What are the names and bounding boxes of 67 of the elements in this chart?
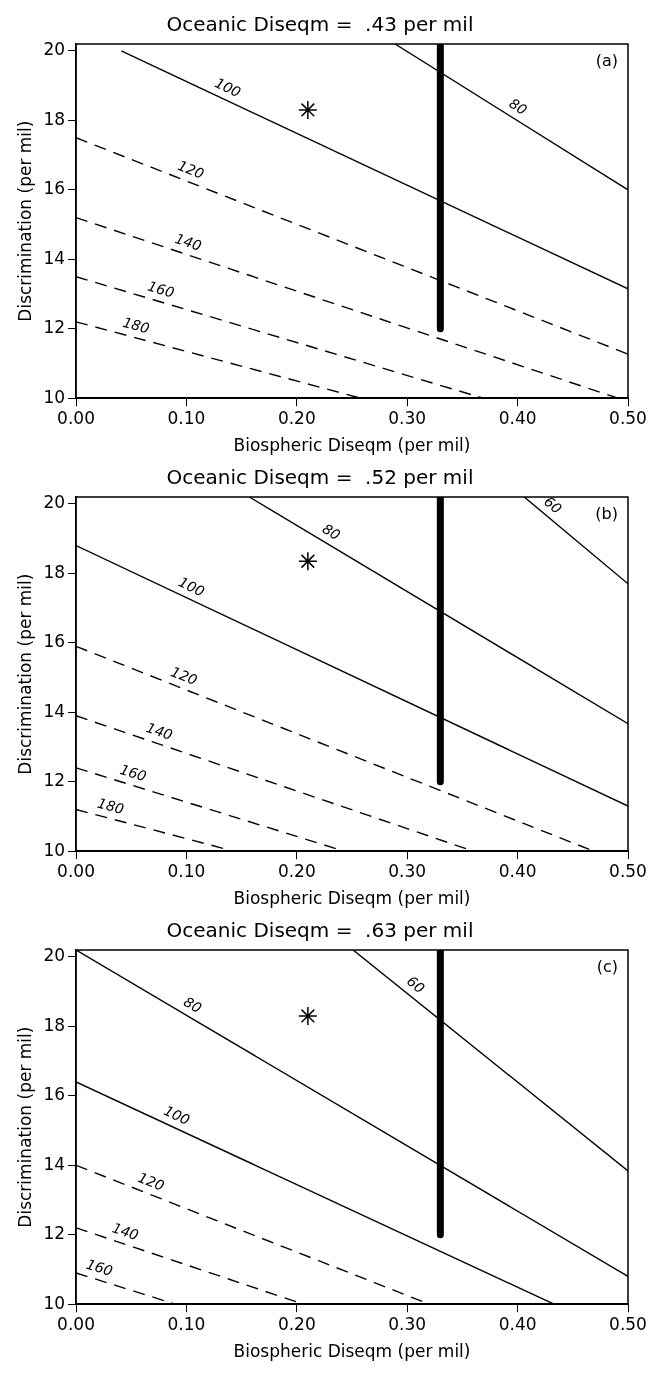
y-tick-label: 16 (43, 178, 66, 199)
y-axis-title: Discrimination (per mil) (14, 120, 35, 322)
x-tick-label: 0.40 (498, 407, 537, 428)
text: 80 (506, 94, 530, 118)
x-axis-title: Biospheric Diseqm (per mil) (233, 1341, 471, 1362)
y-tick-label: 16 (43, 631, 66, 652)
text: 160 (118, 761, 149, 785)
x-tick-label: 0.20 (277, 1313, 316, 1334)
y-tick-label: 18 (43, 108, 66, 129)
x-tick-label: 0.20 (277, 860, 316, 881)
x-tick-label: 0.20 (277, 407, 316, 428)
y-tick-label: 14 (43, 247, 66, 268)
text: 180 (121, 313, 152, 337)
y-tick-label: 18 (43, 561, 66, 582)
text: 140 (110, 1219, 141, 1244)
text: 60 (403, 972, 428, 997)
y-tick-label: 10 (43, 1292, 66, 1313)
x-tick-label: 0.10 (167, 1313, 206, 1334)
x-tick-label: 0.30 (388, 1313, 427, 1334)
x-tick-label: 0.10 (167, 407, 206, 428)
text: 140 (144, 719, 175, 744)
x-tick-label: 0.00 (57, 860, 95, 881)
text: 120 (175, 157, 207, 182)
y-tick-label: 10 (43, 386, 66, 407)
text: 160 (145, 277, 177, 301)
x-tick-label: 0.50 (609, 1313, 647, 1334)
annotation: (c) (596, 957, 618, 977)
annotation: (a) (595, 51, 618, 71)
y-tick-label: 12 (43, 1223, 66, 1244)
y-tick-label: 14 (43, 700, 66, 721)
x-axis-title: Biospheric Diseqm (per mil) (233, 888, 471, 909)
x-tick-label: 0.40 (498, 860, 537, 881)
x-tick-label: 0.00 (57, 1313, 95, 1334)
y-tick-label: 20 (43, 39, 66, 60)
x-tick-label: 0.30 (388, 860, 427, 881)
x-tick-label: 0.50 (609, 860, 647, 881)
text: 100 (176, 573, 208, 600)
y-tick-label: 16 (43, 1084, 66, 1105)
text: 100 (161, 1102, 193, 1129)
text: 120 (135, 1169, 167, 1194)
x-tick-label: 0.10 (167, 860, 206, 881)
chart-title: Oceanic Diseqm = .52 per mil (166, 465, 474, 490)
y-axis-title: Discrimination (per mil) (14, 573, 35, 775)
x-tick-label: 0.50 (609, 407, 647, 428)
text: 180 (95, 794, 126, 818)
text: 60 (540, 493, 565, 517)
y-tick-label: 12 (43, 770, 66, 791)
y-tick-label: 12 (43, 317, 66, 338)
y-axis-title: Discrimination (per mil) (14, 1026, 35, 1228)
text: 120 (168, 663, 200, 689)
x-axis-title: Biospheric Diseqm (per mil) (233, 435, 471, 456)
y-tick-label: 10 (43, 839, 66, 860)
y-tick-label: 18 (43, 1014, 66, 1035)
chart-title: Oceanic Diseqm = .63 per mil (166, 918, 474, 943)
y-tick-label: 20 (43, 492, 66, 513)
x-tick-label: 0.00 (57, 407, 95, 428)
text: 140 (173, 230, 204, 254)
text: 100 (212, 74, 244, 101)
text: 160 (84, 1255, 115, 1280)
y-tick-label: 14 (43, 1153, 66, 1174)
chart-title: Oceanic Diseqm = .43 per mil (166, 12, 474, 37)
x-tick-label: 0.30 (388, 407, 427, 428)
text: 80 (180, 993, 205, 1017)
annotation: (b) (595, 504, 618, 524)
y-tick-label: 20 (43, 945, 66, 966)
x-tick-label: 0.40 (498, 1313, 537, 1334)
text: 80 (319, 520, 344, 544)
